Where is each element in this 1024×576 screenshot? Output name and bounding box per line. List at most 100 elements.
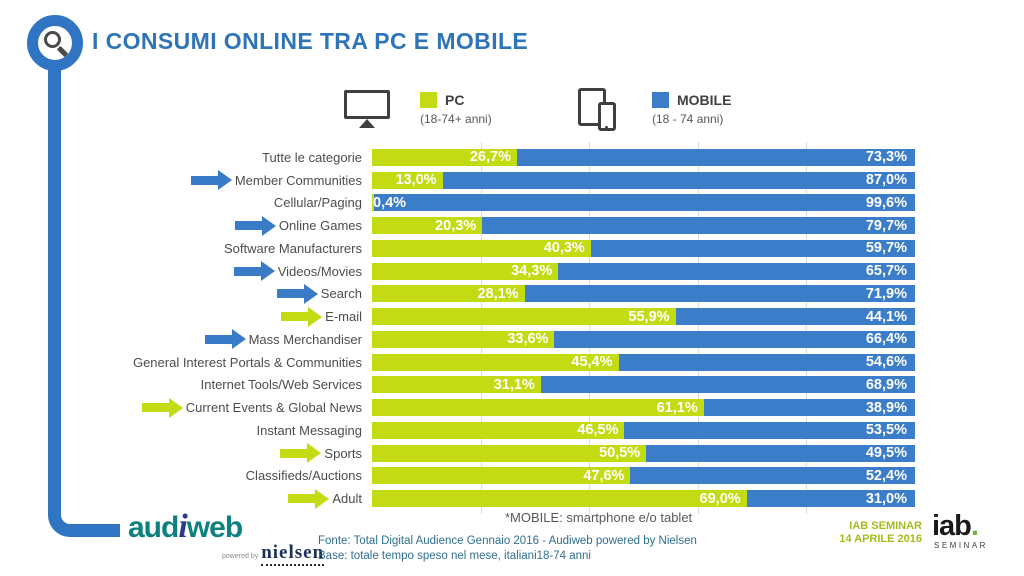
smartphone-icon — [598, 102, 616, 131]
mobile-value-label: 87,0% — [865, 172, 907, 189]
stacked-bar: 31,1% 68,9% — [372, 376, 915, 394]
pc-value-label: 0,4% — [373, 194, 407, 211]
mobile-value-label: 44,1% — [865, 308, 907, 325]
decorative-connector-line — [48, 58, 120, 537]
stacked-bar: 55,9% 44,1% — [372, 308, 915, 326]
audiweb-text-aud: aud — [128, 511, 179, 544]
pc-value-label: 55,9% — [628, 308, 670, 325]
highlight-arrow-icon — [280, 443, 322, 464]
mobile-value-label: 65,7% — [865, 263, 907, 280]
chart-row: Cellular/Paging 0,4% 99,6% — [0, 192, 915, 215]
pc-value-label: 13,0% — [395, 172, 437, 189]
mobile-bar-segment: 54,6% — [618, 353, 915, 371]
mobile-bar-segment: 52,4% — [630, 467, 915, 485]
chart-row: Current Events & Global News 61,1% 38,9% — [0, 396, 915, 419]
highlight-arrow-icon — [276, 283, 318, 304]
stacked-bar: 45,4% 54,6% — [372, 353, 915, 371]
plot-gridlines — [372, 142, 915, 514]
pc-bar-segment: 46,5% — [372, 421, 625, 439]
mobile-bar-segment: 31,0% — [746, 490, 915, 508]
stacked-bar: 46,5% 53,5% — [372, 421, 915, 439]
pc-bar-segment: 55,9% — [372, 308, 676, 326]
pc-bar-segment: 13,0% — [372, 171, 443, 189]
monitor-screen — [344, 90, 390, 119]
chart-row: Tutte le categorie 26,7% 73,3% — [0, 146, 915, 169]
stacked-bar: 26,7% 73,3% — [372, 148, 915, 166]
category-label: Videos/Movies — [277, 263, 362, 279]
category-label-cell: E-mail — [0, 306, 372, 327]
seminar-line1: IAB SEMINAR — [849, 520, 922, 532]
category-label: Internet Tools/Web Services — [200, 377, 362, 393]
category-label: Software Manufacturers — [223, 240, 362, 256]
mobile-value-label: 66,4% — [865, 331, 907, 348]
chart-row: E-mail 55,9% 44,1% — [0, 305, 915, 328]
pc-bar-segment: 40,3% — [372, 239, 591, 257]
mobile-value-label: 59,7% — [865, 240, 907, 257]
gridline — [589, 142, 591, 514]
category-label: Classifieds/Auctions — [245, 468, 362, 484]
category-label-cell: Internet Tools/Web Services — [0, 377, 372, 392]
mobile-value-label: 31,0% — [865, 490, 907, 507]
mobile-bar-segment: 87,0% — [442, 171, 915, 189]
mobile-bar-segment: 53,5% — [624, 421, 915, 439]
source-block: Fonte: Total Digital Audience Gennaio 20… — [318, 534, 697, 564]
mobile-devices-icon — [578, 88, 624, 132]
highlight-arrow-icon — [233, 261, 275, 282]
category-label: Sports — [324, 445, 362, 461]
category-label: General Interest Portals & Communities — [132, 354, 362, 370]
mobile-value-label: 53,5% — [865, 422, 907, 439]
mobile-bar-segment: 66,4% — [554, 330, 915, 348]
category-label-cell: Online Games — [0, 215, 372, 236]
mobile-value-label: 49,5% — [865, 445, 907, 462]
category-label-cell: Search — [0, 283, 372, 304]
highlight-arrow-icon — [281, 306, 323, 327]
highlight-arrow-icon — [190, 170, 232, 191]
nielsen-logo: powered by nielsen — [222, 542, 325, 566]
pc-value-label: 50,5% — [599, 445, 641, 462]
pc-value-label: 28,1% — [477, 285, 519, 302]
home-button-dot — [605, 126, 608, 129]
stacked-bar: 50,5% 49,5% — [372, 444, 915, 462]
pc-bar-segment: 47,6% — [372, 467, 631, 485]
highlight-arrow-icon — [234, 215, 276, 236]
category-label-cell: Instant Messaging — [0, 423, 372, 438]
stacked-bar: 69,0% 31,0% — [372, 490, 915, 508]
stacked-bar: 61,1% 38,9% — [372, 399, 915, 417]
seminar-date-text: IAB SEMINAR 14 APRILE 2016 — [770, 520, 922, 546]
category-label-cell: Member Communities — [0, 170, 372, 191]
category-label: Cellular/Paging — [273, 195, 362, 211]
mobile-bar-segment: 79,7% — [482, 217, 915, 235]
pc-bar-segment: 61,1% — [372, 399, 704, 417]
chart-row: Software Manufacturers 40,3% 59,7% — [0, 237, 915, 260]
mobile-bar-segment: 65,7% — [558, 262, 915, 280]
category-label-cell: Adult — [0, 488, 372, 509]
source-line1: Fonte: Total Digital Audience Gennaio 20… — [318, 535, 697, 547]
pc-bar-segment: 33,6% — [372, 330, 555, 348]
category-label: Mass Merchandiser — [248, 331, 362, 347]
mobile-value-label: 52,4% — [865, 467, 907, 484]
pc-value-label: 20,3% — [435, 217, 477, 234]
mobile-bar-segment: 49,5% — [646, 444, 915, 462]
pc-color-swatch — [420, 92, 437, 108]
highlight-arrow-icon — [141, 397, 183, 418]
stacked-bar: 40,3% 59,7% — [372, 239, 915, 257]
pc-bar-segment: 0,4% — [372, 194, 406, 212]
mobile-value-label: 79,7% — [865, 217, 907, 234]
chart-row: General Interest Portals & Communities 4… — [0, 351, 915, 374]
category-label-cell: Classifieds/Auctions — [0, 468, 372, 483]
mobile-bar-segment: 73,3% — [516, 148, 915, 166]
mobile-legend-label: MOBILE — [677, 92, 732, 108]
legend-mobile: MOBILE (18 - 74 anni) — [652, 92, 731, 126]
stacked-bar: 28,1% 71,9% — [372, 285, 915, 303]
pc-value-label: 45,4% — [571, 354, 613, 371]
category-label-cell: Videos/Movies — [0, 261, 372, 282]
highlight-arrow-icon — [204, 329, 246, 350]
powered-by-text: powered by — [222, 553, 259, 560]
chart-row: Mass Merchandiser 33,6% 66,4% — [0, 328, 915, 351]
pc-value-label: 61,1% — [656, 399, 698, 416]
category-label-cell: Cellular/Paging — [0, 195, 372, 210]
mobile-legend-sublabel: (18 - 74 anni) — [652, 112, 724, 126]
iab-seminar-subtext: SEMINAR — [934, 541, 988, 550]
audiweb-logo: audiweb — [128, 508, 243, 546]
